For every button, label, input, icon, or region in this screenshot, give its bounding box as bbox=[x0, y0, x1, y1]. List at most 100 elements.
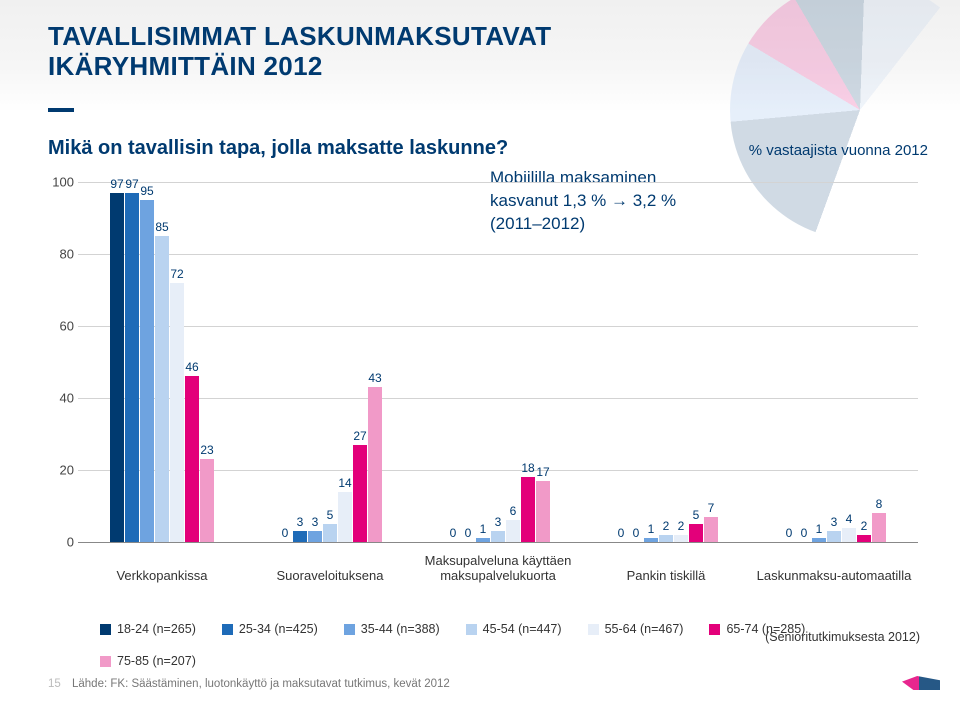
bar-value: 5 bbox=[327, 508, 334, 522]
bar: 7 bbox=[704, 517, 718, 542]
bar: 5 bbox=[689, 524, 703, 542]
legend-swatch bbox=[344, 624, 355, 635]
legend-swatch bbox=[222, 624, 233, 635]
bar-group: 0335142743Suoraveloituksena bbox=[246, 182, 414, 542]
category-label: Verkkopankissa bbox=[78, 569, 246, 584]
bar-value: 95 bbox=[140, 184, 153, 198]
bar-groups: 97979585724623Verkkopankissa0335142743Su… bbox=[78, 182, 918, 542]
bar-value: 0 bbox=[450, 526, 457, 540]
legend-label: 55-64 (n=467) bbox=[605, 622, 684, 636]
y-axis-label: 40 bbox=[46, 391, 74, 406]
bar-group: 0012257Pankin tiskillä bbox=[582, 182, 750, 542]
bar-value: 17 bbox=[536, 465, 549, 479]
category-label: Laskunmaksu-automaatilla bbox=[750, 569, 918, 584]
bar-value: 0 bbox=[801, 526, 808, 540]
slide-title: TAVALLISIMMAT LASKUNMAKSUTAVAT IKÄRYHMIT… bbox=[48, 22, 551, 82]
bar-value: 2 bbox=[678, 519, 685, 533]
bar: 3 bbox=[308, 531, 322, 542]
plot-area: 02040608010097979585724623Verkkopankissa… bbox=[78, 182, 918, 543]
y-axis-label: 20 bbox=[46, 463, 74, 478]
bar-value: 0 bbox=[618, 526, 625, 540]
bar: 17 bbox=[536, 481, 550, 542]
bar-group: 001361817Maksupalveluna käyttäen maksupa… bbox=[414, 182, 582, 542]
bar-value: 8 bbox=[876, 497, 883, 511]
bar: 85 bbox=[155, 236, 169, 542]
y-axis-label: 80 bbox=[46, 247, 74, 262]
page-number: 15 bbox=[48, 678, 61, 690]
legend-item: 18-24 (n=265) bbox=[100, 622, 196, 636]
bar: 23 bbox=[200, 459, 214, 542]
bar-chart: 02040608010097979585724623Verkkopankissa… bbox=[78, 170, 918, 580]
bar: 3 bbox=[491, 531, 505, 542]
bar-value: 0 bbox=[465, 526, 472, 540]
bar-value: 85 bbox=[155, 220, 168, 234]
bar-group: 97979585724623Verkkopankissa bbox=[78, 182, 246, 542]
legend-swatch bbox=[466, 624, 477, 635]
bar: 6 bbox=[506, 520, 520, 542]
bar-value: 97 bbox=[110, 177, 123, 191]
bar-value: 14 bbox=[338, 476, 351, 490]
bar-value: 7 bbox=[708, 501, 715, 515]
bar-value: 0 bbox=[633, 526, 640, 540]
legend-swatch bbox=[100, 624, 111, 635]
legend-item: 75-85 (n=207) bbox=[100, 654, 196, 668]
bar-value: 5 bbox=[693, 508, 700, 522]
footnote-right: (Senioritutkimuksesta 2012) bbox=[765, 630, 920, 644]
bar-value: 72 bbox=[170, 267, 183, 281]
bar: 72 bbox=[170, 283, 184, 542]
bar: 5 bbox=[323, 524, 337, 542]
bar-value: 1 bbox=[648, 522, 655, 536]
bar-value: 0 bbox=[282, 526, 289, 540]
logo-mark bbox=[902, 676, 940, 690]
title-accent bbox=[48, 108, 74, 112]
legend-item: 25-34 (n=425) bbox=[222, 622, 318, 636]
bar-value: 43 bbox=[368, 371, 381, 385]
slide-subtitle: Mikä on tavallisin tapa, jolla maksatte … bbox=[48, 137, 508, 160]
y-axis-label: 0 bbox=[46, 535, 74, 550]
category-label: Suoraveloituksena bbox=[246, 569, 414, 584]
bar-value: 3 bbox=[495, 515, 502, 529]
y-axis-label: 100 bbox=[46, 175, 74, 190]
bar-value: 4 bbox=[846, 512, 853, 526]
bar-value: 27 bbox=[353, 429, 366, 443]
title-line1: TAVALLISIMMAT LASKUNMAKSUTAVAT bbox=[48, 21, 551, 51]
bar: 4 bbox=[842, 528, 856, 542]
top-right-meta: % vastaajista vuonna 2012 bbox=[749, 142, 928, 159]
bar-value: 3 bbox=[831, 515, 838, 529]
bar-value: 97 bbox=[125, 177, 138, 191]
legend-swatch bbox=[709, 624, 720, 635]
legend: 18-24 (n=265) 25-34 (n=425) 35-44 (n=388) 4… bbox=[100, 622, 920, 668]
bar-value: 1 bbox=[816, 522, 823, 536]
y-axis-label: 60 bbox=[46, 319, 74, 334]
bar: 97 bbox=[110, 193, 124, 542]
bar-value: 46 bbox=[185, 360, 198, 374]
category-label: Pankin tiskillä bbox=[582, 569, 750, 584]
legend-item: 35-44 (n=388) bbox=[344, 622, 440, 636]
bar: 1 bbox=[644, 538, 658, 542]
legend-item: 45-54 (n=447) bbox=[466, 622, 562, 636]
legend-label: 25-34 (n=425) bbox=[239, 622, 318, 636]
legend-swatch bbox=[100, 656, 111, 667]
bar: 2 bbox=[857, 535, 871, 542]
bar-value: 23 bbox=[200, 443, 213, 457]
legend-item: 55-64 (n=467) bbox=[588, 622, 684, 636]
bar-value: 3 bbox=[297, 515, 304, 529]
bar: 43 bbox=[368, 387, 382, 542]
legend-swatch bbox=[588, 624, 599, 635]
bar-value: 0 bbox=[786, 526, 793, 540]
bar-value: 6 bbox=[510, 504, 517, 518]
bar: 2 bbox=[674, 535, 688, 542]
bar-group: 0013428Laskunmaksu-automaatilla bbox=[750, 182, 918, 542]
legend-label: 35-44 (n=388) bbox=[361, 622, 440, 636]
bar: 1 bbox=[476, 538, 490, 542]
bar: 14 bbox=[338, 492, 352, 542]
bar: 97 bbox=[125, 193, 139, 542]
bar: 27 bbox=[353, 445, 367, 542]
bar: 2 bbox=[659, 535, 673, 542]
bar: 8 bbox=[872, 513, 886, 542]
bar: 3 bbox=[293, 531, 307, 542]
legend-label: 75-85 (n=207) bbox=[117, 654, 196, 668]
category-label: Maksupalveluna käyttäen maksupalvelukuor… bbox=[414, 554, 582, 584]
bar-value: 18 bbox=[521, 461, 534, 475]
title-line2: IKÄRYHMITTÄIN 2012 bbox=[48, 51, 323, 81]
